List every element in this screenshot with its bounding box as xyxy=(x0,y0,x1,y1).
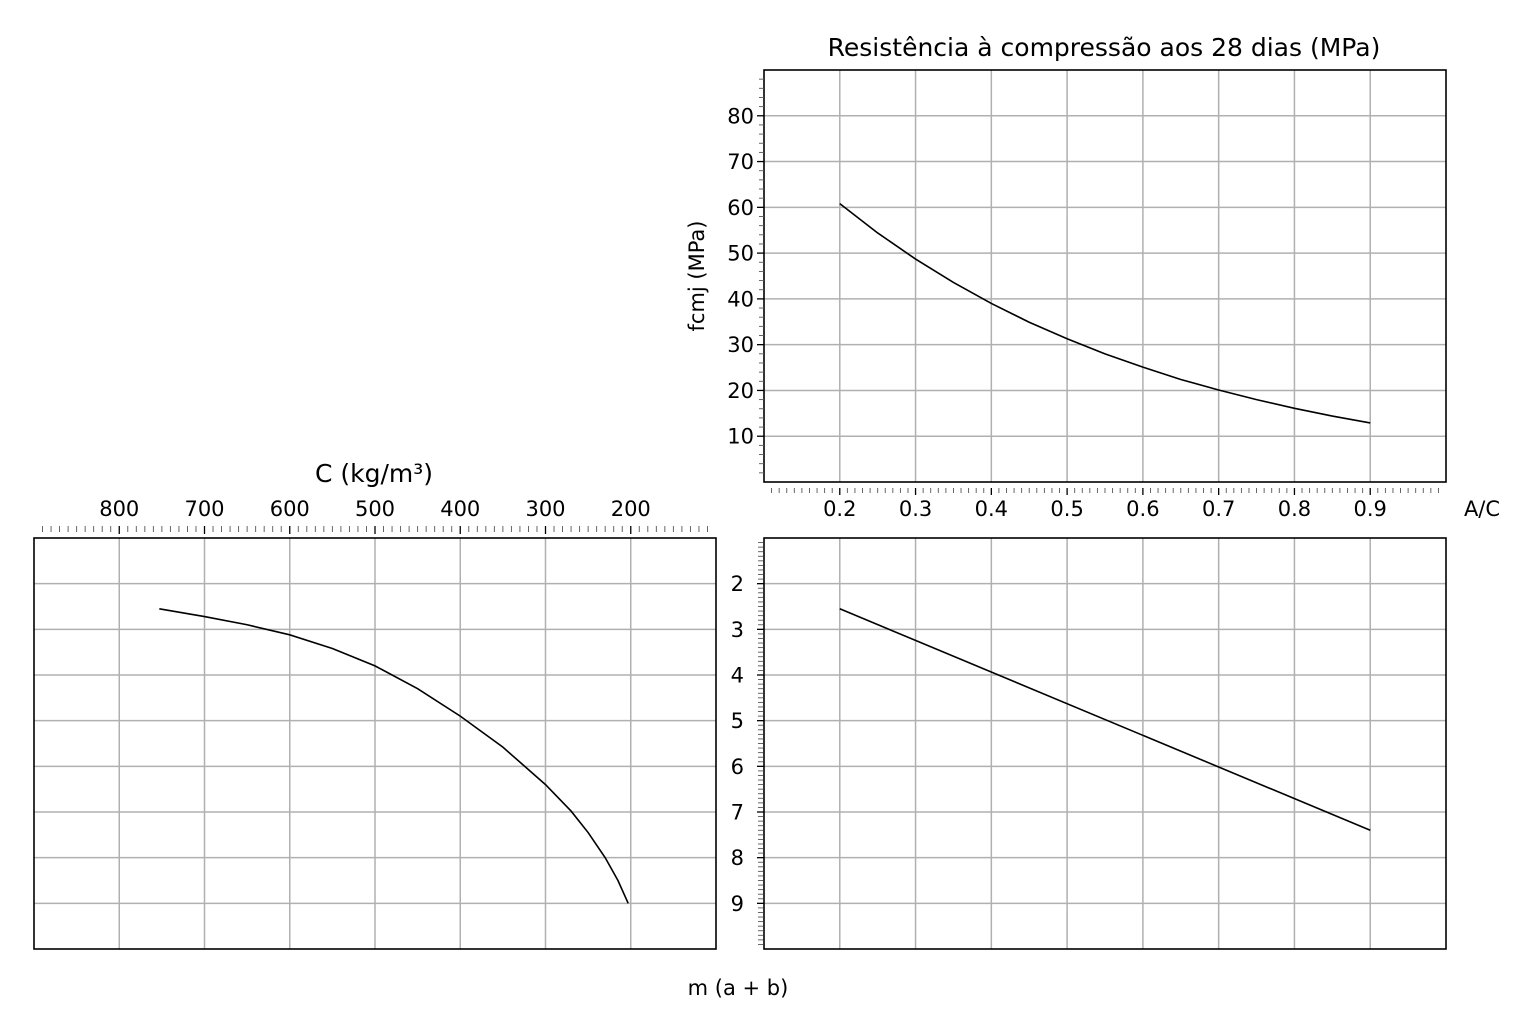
x-tick-label: 200 xyxy=(611,497,651,521)
plot-frame xyxy=(763,537,1447,950)
y-tick-label: 80 xyxy=(727,104,754,128)
y-tick-label: 9 xyxy=(731,892,744,916)
strength-y-axis-label: fcmj (MPa) xyxy=(685,221,709,332)
ac-axis-label: A/C xyxy=(1464,497,1500,521)
y-tick-label: 10 xyxy=(727,425,754,449)
x-tick-label: 0.7 xyxy=(1202,497,1235,521)
mix-axis-label: m (a + b) xyxy=(688,976,789,1000)
x-tick-label: 700 xyxy=(184,497,224,521)
x-tick-label: 800 xyxy=(99,497,139,521)
y-tick-label: 8 xyxy=(731,846,744,870)
strength-series-line xyxy=(839,203,1371,424)
mix-panel: 2 3 4 5 6 7 8 9 xyxy=(731,537,1447,950)
x-tick-label: 600 xyxy=(270,497,310,521)
x-tick-label: 0.3 xyxy=(899,497,932,521)
x-tick-label: 500 xyxy=(355,497,395,521)
y-tick-label: 60 xyxy=(727,196,754,220)
x-tick-label: 0.6 xyxy=(1126,497,1159,521)
y-tick-label: 70 xyxy=(727,150,754,174)
y-tick-label: 30 xyxy=(727,333,754,357)
plot-frame xyxy=(763,69,1447,483)
mix-series-line xyxy=(839,608,1371,832)
x-tick-label: 0.5 xyxy=(1050,497,1083,521)
plot-frame xyxy=(33,537,717,950)
x-tick-label: 0.4 xyxy=(975,497,1008,521)
y-tick-label: 3 xyxy=(731,618,744,642)
y-tick-label: 2 xyxy=(731,572,744,596)
cement-series-line xyxy=(159,607,629,904)
y-tick-label: 4 xyxy=(731,664,744,688)
y-tick-label: 50 xyxy=(727,242,754,266)
y-tick-label: 6 xyxy=(731,755,744,779)
x-tick-label: 0.8 xyxy=(1278,497,1311,521)
y-tick-label: 5 xyxy=(731,709,744,733)
x-tick-label: 400 xyxy=(440,497,480,521)
y-tick-label: 20 xyxy=(727,379,754,403)
x-tick-label: 0.2 xyxy=(823,497,856,521)
y-tick-label: 7 xyxy=(731,801,744,825)
strength-panel: 10 20 30 40 50 60 70 80 0.2 0.3 0.4 0.5 0.6 0.7 0.8 0.9 xyxy=(727,69,1447,521)
cement-panel: 800 700 600 500 400 300 200 xyxy=(33,497,717,950)
chart-title: Resistência à compressão aos 28 dias (MP… xyxy=(828,33,1381,62)
y-tick-label: 40 xyxy=(727,287,754,311)
cement-axis-label: C (kg/m³) xyxy=(315,459,433,488)
x-tick-label: 300 xyxy=(525,497,565,521)
x-tick-label: 0.9 xyxy=(1354,497,1387,521)
